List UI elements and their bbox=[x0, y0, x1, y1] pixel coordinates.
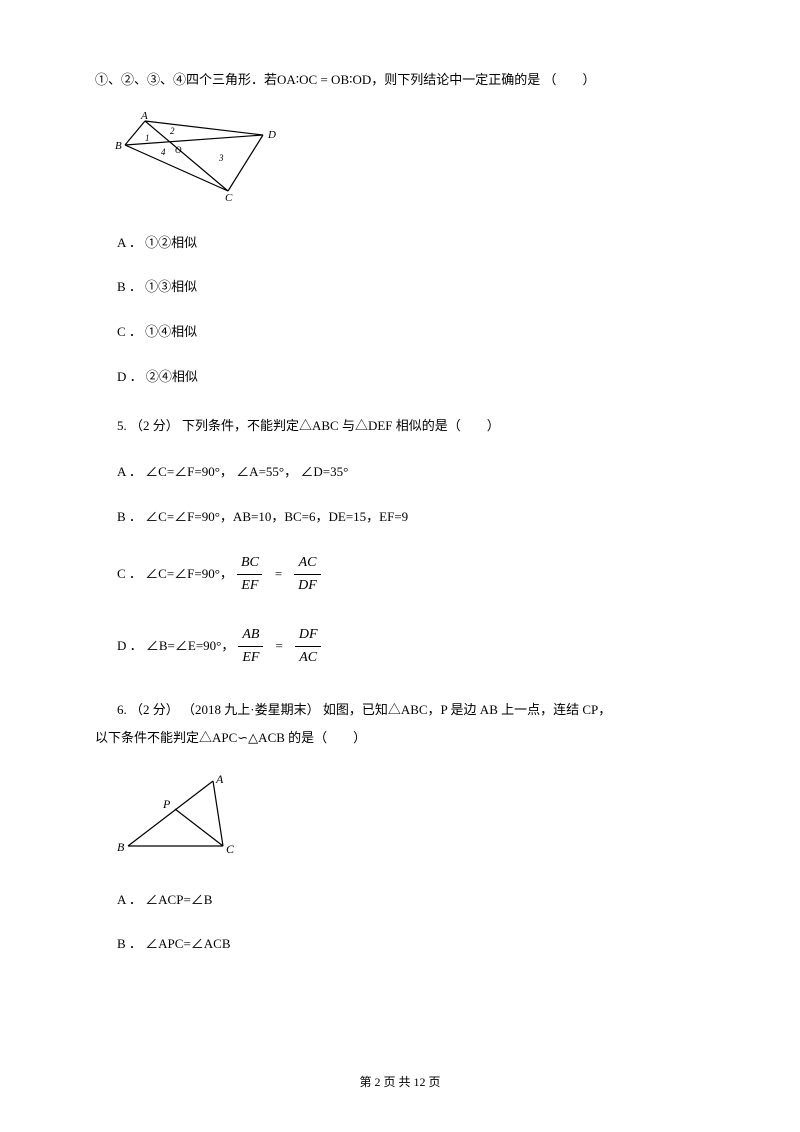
region-2: 2 bbox=[170, 126, 175, 136]
q6-label-c: C bbox=[226, 842, 235, 856]
q4-figure-svg: A B C D O 1 2 3 4 bbox=[113, 109, 288, 204]
q4-option-d: D ． ②④相似 bbox=[95, 367, 705, 388]
q5-fraction-d2: DF AC bbox=[295, 624, 322, 670]
q5-option-c-prefix: C ． ∠C=∠F=90°， bbox=[117, 564, 233, 585]
page-footer: 第 2 页 共 12 页 bbox=[0, 1073, 800, 1092]
q4-option-a: A ． ①②相似 bbox=[95, 233, 705, 254]
q5-d-num1: AB bbox=[238, 624, 263, 646]
q6-figure-svg: A B C P bbox=[113, 771, 258, 861]
label-b: B bbox=[115, 140, 122, 152]
q6-option-b: B ． ∠APC=∠ACB bbox=[95, 934, 705, 955]
q6-continuation: 以下条件不能判定△APC∽△ACB 的是（ ） bbox=[95, 724, 705, 753]
q4-option-b: B ． ①③相似 bbox=[95, 277, 705, 298]
q4-continuation-text: ①、②、③、④四个三角形．若OA∶OC = OB∶OD，则下列结论中一定正确的是… bbox=[95, 70, 705, 91]
label-d: D bbox=[267, 129, 276, 141]
q5-d-num2: DF bbox=[295, 624, 322, 646]
q6-option-a: A ． ∠ACP=∠B bbox=[95, 890, 705, 911]
q5-option-b: B ． ∠C=∠F=90°，AB=10，BC=6，DE=15，EF=9 bbox=[95, 507, 705, 528]
q6-line-pc bbox=[175, 809, 223, 846]
q5-c-num1: BC bbox=[237, 552, 263, 574]
q5-option-c: C ． ∠C=∠F=90°， BC EF = AC DF bbox=[95, 552, 705, 598]
q4-option-c: C ． ①④相似 bbox=[95, 322, 705, 343]
q5-d-den2: AC bbox=[295, 646, 321, 669]
q5-c-eq: = bbox=[275, 564, 282, 585]
q4-figure: A B C D O 1 2 3 4 bbox=[113, 109, 705, 211]
q6-line-ab bbox=[128, 781, 213, 846]
line-ab bbox=[125, 121, 145, 145]
q5-c-num2: AC bbox=[295, 552, 321, 574]
q6-label-p: P bbox=[162, 797, 171, 811]
q5-option-d: D ． ∠B=∠E=90°， AB EF = DF AC bbox=[95, 624, 705, 670]
label-a: A bbox=[140, 110, 148, 122]
line-dc bbox=[228, 135, 263, 191]
q5-fraction-d1: AB EF bbox=[238, 624, 263, 670]
line-da bbox=[145, 121, 263, 135]
q5-option-d-prefix: D ． ∠B=∠E=90°， bbox=[117, 636, 234, 657]
label-c: C bbox=[225, 192, 233, 204]
q6-header: 6. （2 分） （2018 九上·娄星期末） 如图，已知△ABC，P 是边 A… bbox=[95, 696, 705, 725]
q5-fraction-c1: BC EF bbox=[237, 552, 263, 598]
label-o: O bbox=[175, 145, 182, 155]
line-ac bbox=[145, 121, 228, 191]
region-1: 1 bbox=[145, 133, 150, 143]
region-4: 4 bbox=[161, 147, 166, 157]
q5-option-a: A ． ∠C=∠F=90°， ∠A=55°， ∠D=35° bbox=[95, 462, 705, 483]
q5-c-den1: EF bbox=[237, 574, 262, 597]
q6-line-ca bbox=[213, 781, 223, 846]
q6-label-b: B bbox=[117, 840, 125, 854]
q5-header: 5. （2 分） 下列条件，不能判定△ABC 与△DEF 相似的是（ ） bbox=[95, 412, 705, 441]
q5-c-den2: DF bbox=[294, 574, 321, 597]
q6-figure: A B C P bbox=[113, 771, 705, 868]
q5-fraction-c2: AC DF bbox=[294, 552, 321, 598]
q6-label-a: A bbox=[215, 772, 224, 786]
q5-d-den1: EF bbox=[238, 646, 263, 669]
region-3: 3 bbox=[218, 153, 224, 163]
q5-d-eq: = bbox=[275, 636, 282, 657]
